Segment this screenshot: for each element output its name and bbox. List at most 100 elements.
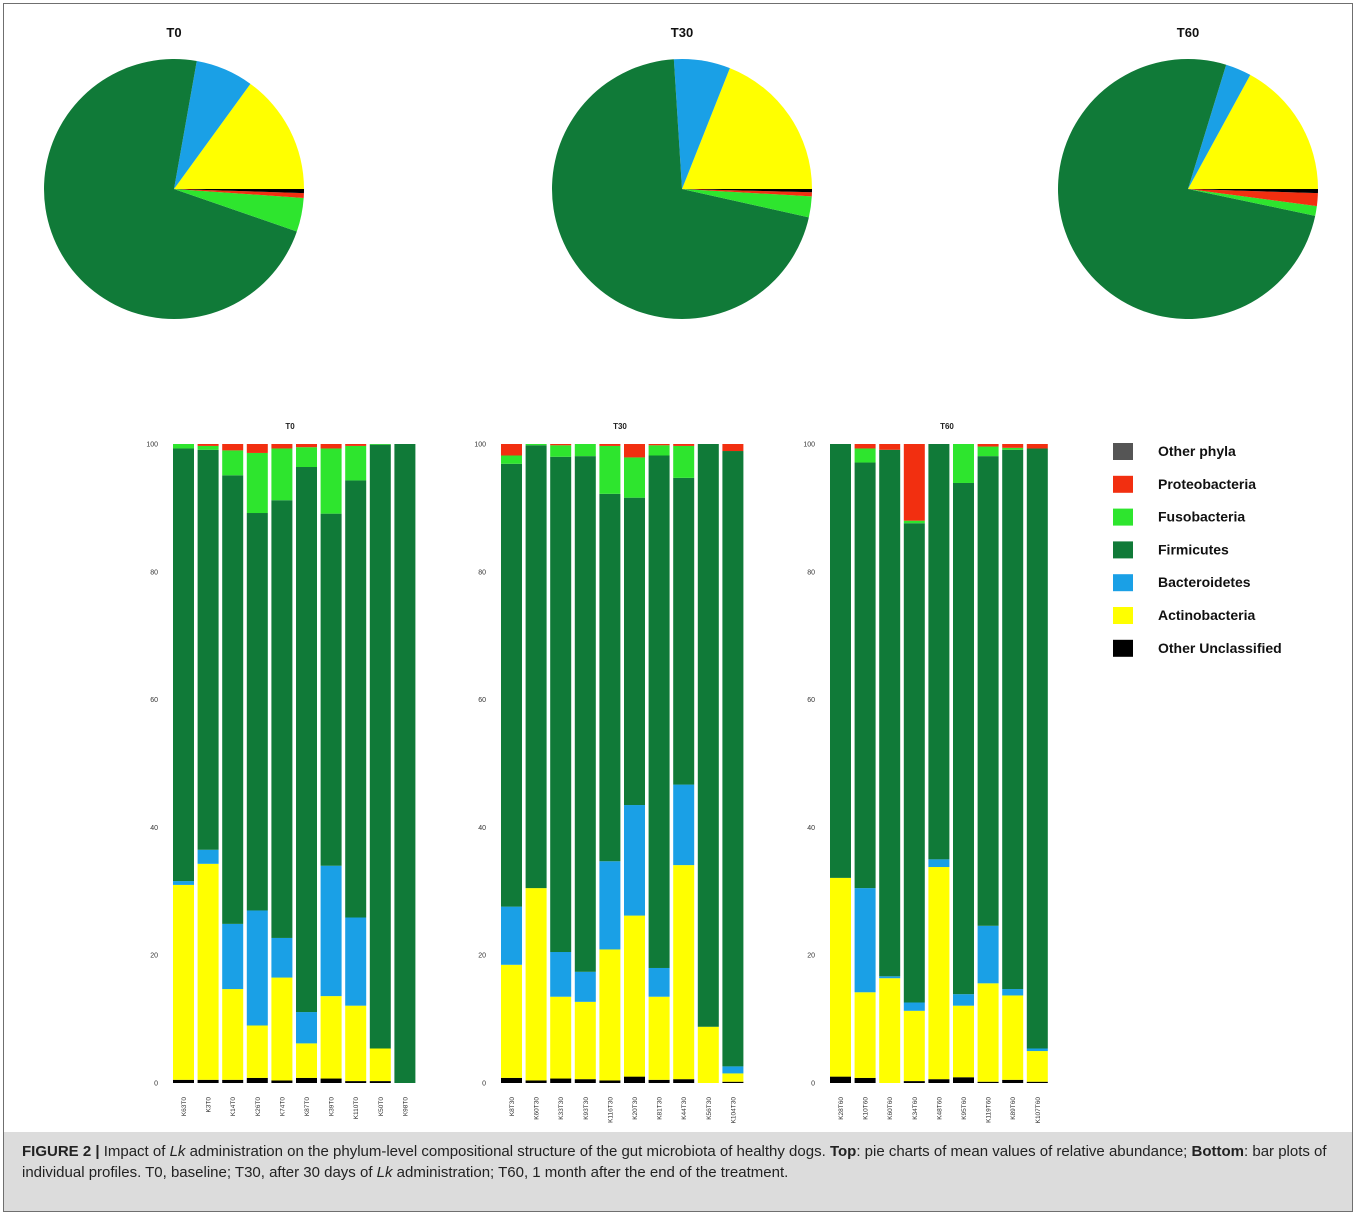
bar-segment-actinobacteria: [501, 964, 522, 1078]
bar-k20t30: [624, 444, 645, 1083]
bar-segment-fusobacteria: [501, 455, 522, 464]
x-tick-label: K89T60: [1010, 1097, 1017, 1120]
legend-label: Actinobacteria: [1158, 607, 1255, 623]
bar-k8t30: [501, 444, 522, 1083]
x-tick-label: K28T60: [838, 1097, 845, 1120]
bar-k63t0: [173, 444, 194, 1084]
bar-segment-actinobacteria: [246, 1025, 268, 1078]
bar-segment-bacteroidetes: [197, 849, 219, 864]
bar-k95t60: [953, 444, 974, 1083]
x-tick-label: K10T60: [863, 1097, 870, 1120]
bar-segment-actinobacteria: [525, 888, 547, 1081]
x-tick-label: K8T30: [509, 1097, 516, 1117]
bar-segment-proteobacteria: [722, 444, 744, 452]
bar-segment-actinobacteria: [173, 884, 194, 1080]
bar-segment-proteobacteria: [648, 444, 670, 446]
bar-segment-fusobacteria: [1002, 447, 1024, 450]
pie-title: T60: [1177, 25, 1199, 40]
bar-segment-firmicutes: [173, 448, 194, 882]
bar-segment-other-unclassified: [271, 1080, 293, 1083]
bar-segment-actinobacteria: [648, 996, 670, 1080]
x-tick-label: K44T30: [681, 1097, 688, 1120]
bar-segment-other-unclassified: [903, 1081, 925, 1083]
bar-segment-firmicutes: [1002, 449, 1024, 990]
bar-segment-actinobacteria: [830, 877, 851, 1077]
bar-segment-bacteroidetes: [1026, 1048, 1048, 1052]
bar-segment-proteobacteria: [550, 444, 572, 446]
pie-chart-t60: T60: [1058, 25, 1319, 319]
bar-segment-other-unclassified: [624, 1076, 645, 1083]
bar-segment-bacteroidetes: [550, 952, 572, 997]
bar-segment-firmicutes: [928, 444, 950, 860]
bar-segment-actinobacteria: [599, 949, 621, 1081]
bar-segment-actinobacteria: [345, 1005, 367, 1082]
bar-segment-actinobacteria: [854, 992, 876, 1078]
bar-segment-bacteroidetes: [222, 923, 244, 990]
x-tick-label: K74T0: [279, 1097, 286, 1117]
caption-label: FIGURE 2 |: [22, 1143, 100, 1160]
x-tick-label: K81T30: [657, 1097, 664, 1120]
y-tick-label: 20: [478, 953, 486, 960]
bar-segment-actinobacteria: [879, 978, 901, 1083]
bar-segment-fusobacteria: [525, 444, 547, 446]
y-tick-label: 0: [482, 1081, 486, 1088]
bar-segment-fusobacteria: [953, 444, 974, 483]
bar-segment-bacteroidetes: [345, 917, 367, 1006]
figure-chart-area: T0 T30 T60 T0 0 20 40 60 80 100 K63T0 K3T0 K14T0 K26…: [44, 25, 1319, 1124]
bar-segment-firmicutes: [296, 467, 317, 1013]
bar-segment-other-unclassified: [525, 1080, 547, 1083]
bar-segment-firmicutes: [550, 456, 572, 953]
bar-k119t60: [977, 444, 999, 1083]
x-tick-label: K14T0: [230, 1097, 237, 1117]
bar-segment-firmicutes: [246, 513, 268, 911]
bar-segment-fusobacteria: [197, 445, 219, 450]
bar-segment-actinobacteria: [903, 1010, 925, 1082]
bar-k60t60: [879, 444, 901, 1083]
bar-segment-actinobacteria: [1026, 1051, 1048, 1082]
bar-k50t0: [369, 444, 391, 1083]
bar-segment-firmicutes: [574, 456, 596, 972]
x-tick-label: K104T30: [730, 1097, 737, 1124]
bar-segment-fusobacteria: [599, 445, 621, 494]
bar-segment-proteobacteria: [271, 444, 293, 449]
bar-k81t30: [648, 444, 670, 1084]
bar-segment-other-unclassified: [345, 1081, 367, 1083]
x-tick-label: K95T60: [961, 1097, 968, 1120]
bar-segment-firmicutes: [648, 455, 670, 968]
bar-segment-firmicutes: [599, 493, 621, 862]
bar-chart-title: T60: [940, 422, 954, 431]
bar-segment-firmicutes: [222, 475, 244, 924]
legend: Other phyla Proteobacteria Fusobacteria Fir…: [1113, 443, 1282, 657]
bar-k39t0: [320, 444, 342, 1083]
bar-segment-other-unclassified: [599, 1080, 621, 1083]
y-tick-label: 100: [146, 442, 158, 449]
bar-segment-proteobacteria: [197, 444, 219, 446]
y-tick-label: 60: [150, 697, 158, 704]
bar-segment-other-unclassified: [830, 1076, 851, 1083]
bar-k98t0: [394, 444, 416, 1083]
bar-segment-fusobacteria: [246, 452, 268, 514]
x-tick-label: K48T60: [936, 1097, 943, 1120]
y-tick-label: 100: [474, 442, 486, 449]
bar-segment-fusobacteria: [673, 445, 695, 478]
bar-segment-bacteroidetes: [928, 859, 950, 868]
bar-segment-firmicutes: [320, 513, 342, 866]
pie-slice-fusobacteria: [682, 189, 812, 218]
bar-segment-bacteroidetes: [599, 861, 621, 950]
bar-segment-firmicutes: [624, 497, 645, 806]
bar-segment-other-unclassified: [953, 1077, 974, 1083]
bar-segment-proteobacteria: [854, 444, 876, 449]
y-tick-label: 0: [811, 1081, 815, 1088]
legend-swatch: [1113, 508, 1133, 526]
bar-segment-other-unclassified: [320, 1078, 342, 1083]
x-tick-label: K98T0: [402, 1097, 409, 1117]
bar-segment-bacteroidetes: [903, 1002, 925, 1011]
bar-segment-fusobacteria: [173, 444, 194, 449]
legend-swatch: [1113, 443, 1133, 460]
x-tick-label: K56T30: [706, 1097, 713, 1120]
bar-segment-other-unclassified: [550, 1078, 572, 1083]
bar-segment-proteobacteria: [222, 444, 244, 451]
legend-swatch: [1113, 541, 1133, 559]
y-tick-label: 60: [807, 697, 815, 704]
bar-k74t0: [271, 444, 293, 1083]
